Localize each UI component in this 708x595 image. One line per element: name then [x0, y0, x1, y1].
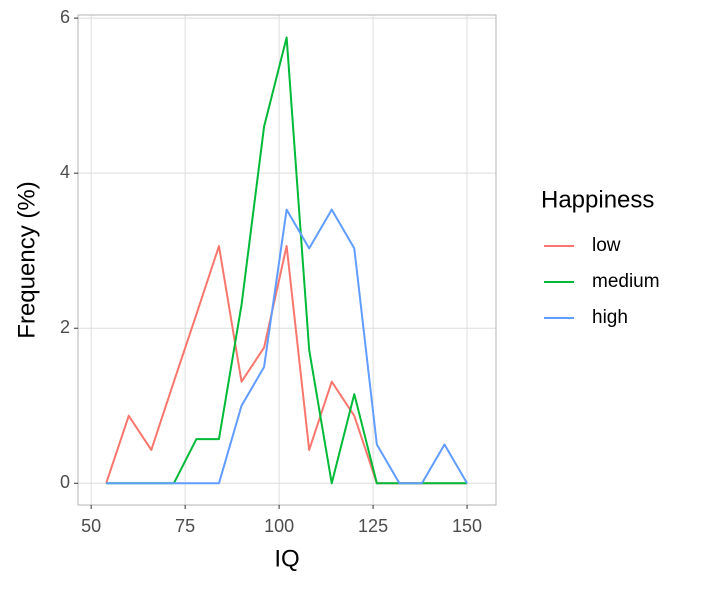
x-tick-label: 50: [81, 516, 101, 536]
panel-border: [77, 14, 497, 506]
y-tick-label: 4: [60, 162, 70, 182]
y-axis-title: Frequency (%): [13, 181, 40, 338]
y-tick-label: 2: [60, 317, 70, 337]
x-tick-label: 75: [175, 516, 195, 536]
lines: [105, 36, 468, 485]
x-axis-title: IQ: [274, 545, 299, 572]
x-tick-label: 100: [264, 516, 294, 536]
legend-label: high: [592, 307, 628, 328]
series-line: [105, 245, 468, 485]
legend: low medium high: [544, 235, 660, 328]
x-tick-label: 125: [358, 516, 388, 536]
legend-label: medium: [592, 271, 660, 292]
series-line: [106, 208, 468, 485]
legend-label: low: [592, 235, 621, 256]
grid: [78, 15, 496, 505]
series-line: [106, 36, 468, 485]
y-tick-label: 6: [60, 7, 70, 27]
x-tick-label: 150: [452, 516, 482, 536]
legend-title: Happiness: [541, 186, 654, 213]
y-tick-label: 0: [60, 472, 70, 492]
